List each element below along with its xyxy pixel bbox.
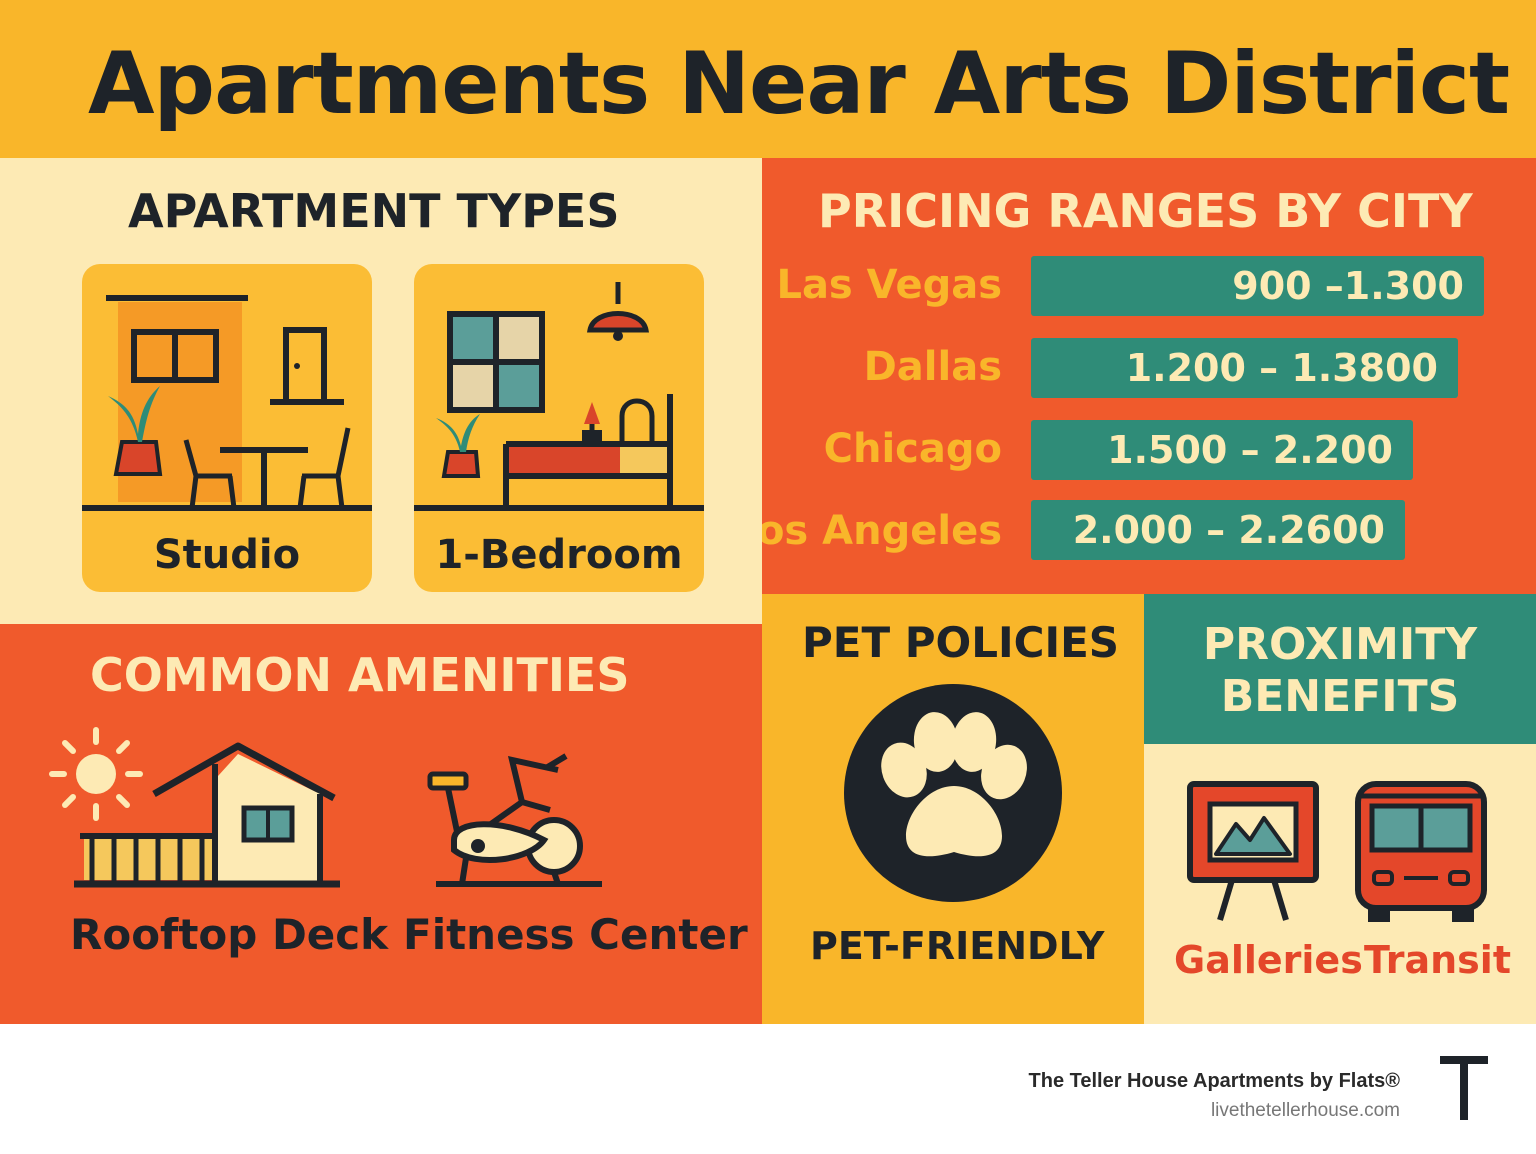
- website-link[interactable]: livethetellerhouse.com: [1210, 1100, 1400, 1121]
- apartment-types-title: APARTMENT TYPES: [128, 184, 620, 238]
- price-range-dallas: 1.200 – 1.3800: [1125, 346, 1438, 390]
- price-bar-las-vegas: 900 –1.300: [1031, 256, 1484, 316]
- studio-label: Studio: [153, 532, 301, 578]
- city-label-chicago: Chicago: [823, 426, 1002, 472]
- proximity-title-line1: PROXIMITY: [1202, 619, 1478, 670]
- price-bar-los-angeles: 2.000 – 2.2600: [1031, 500, 1405, 560]
- apartment-types-section: APARTMENT TYPES Studio: [0, 158, 762, 624]
- brand-name: The Teller House Apartments by Flats®: [1028, 1070, 1400, 1092]
- proximity-benefits-section: Galleries Transit: [1144, 744, 1536, 1024]
- proximity-title-line2: BENEFITS: [1220, 671, 1460, 722]
- city-label-los-angeles: Los Angeles: [762, 508, 1002, 554]
- galleries-label: Galleries: [1174, 938, 1363, 982]
- proximity-title-box: PROXIMITY BENEFITS: [1144, 594, 1536, 744]
- price-range-chicago: 1.500 – 2.200: [1107, 428, 1393, 472]
- pet-policies-section: PET POLICIES PET-FRIENDLY: [762, 594, 1144, 1024]
- studio-room-icon: [82, 295, 372, 511]
- pricing-title: PRICING RANGES BY CITY: [818, 184, 1473, 238]
- city-label-las-vegas: Las Vegas: [776, 262, 1002, 308]
- rooftop-deck-icon: [49, 727, 340, 888]
- price-range-las-vegas: 900 –1.300: [1232, 264, 1464, 308]
- price-bar-dallas: 1.200 – 1.3800: [1031, 338, 1458, 398]
- bedroom-icon: [414, 282, 704, 511]
- paw-icon: [844, 684, 1062, 902]
- teller-house-logo: [1440, 1056, 1488, 1120]
- pricing-section: PRICING RANGES BY CITY Las Vegas 900 –1.…: [762, 158, 1536, 594]
- page-title: Apartments Near Arts District: [88, 34, 1510, 134]
- transit-label: Transit: [1364, 938, 1511, 982]
- footer: The Teller House Apartments by Flats® li…: [0, 1024, 1536, 1154]
- fitness-center-label: Fitness Center: [403, 910, 748, 959]
- header-banner: Apartments Near Arts District: [0, 0, 1536, 158]
- pet-friendly-label: PET-FRIENDLY: [810, 924, 1105, 968]
- price-range-los-angeles: 2.000 – 2.2600: [1072, 508, 1385, 552]
- city-label-dallas: Dallas: [863, 344, 1002, 390]
- pet-policies-title: PET POLICIES: [802, 618, 1120, 667]
- price-bar-chicago: 1.500 – 2.200: [1031, 420, 1413, 480]
- one-bedroom-label: 1-Bedroom: [435, 532, 683, 578]
- one-bedroom-card: 1-Bedroom: [414, 264, 704, 592]
- amenities-title: COMMON AMENITIES: [90, 648, 630, 702]
- studio-card: Studio: [82, 264, 372, 592]
- amenities-section: COMMON AMENITIES Roofto: [0, 624, 762, 1024]
- bus-icon: [1355, 781, 1487, 922]
- exercise-bike-icon: [427, 753, 602, 887]
- gallery-easel-icon: [1187, 781, 1319, 921]
- rooftop-deck-label: Rooftop Deck: [70, 910, 389, 959]
